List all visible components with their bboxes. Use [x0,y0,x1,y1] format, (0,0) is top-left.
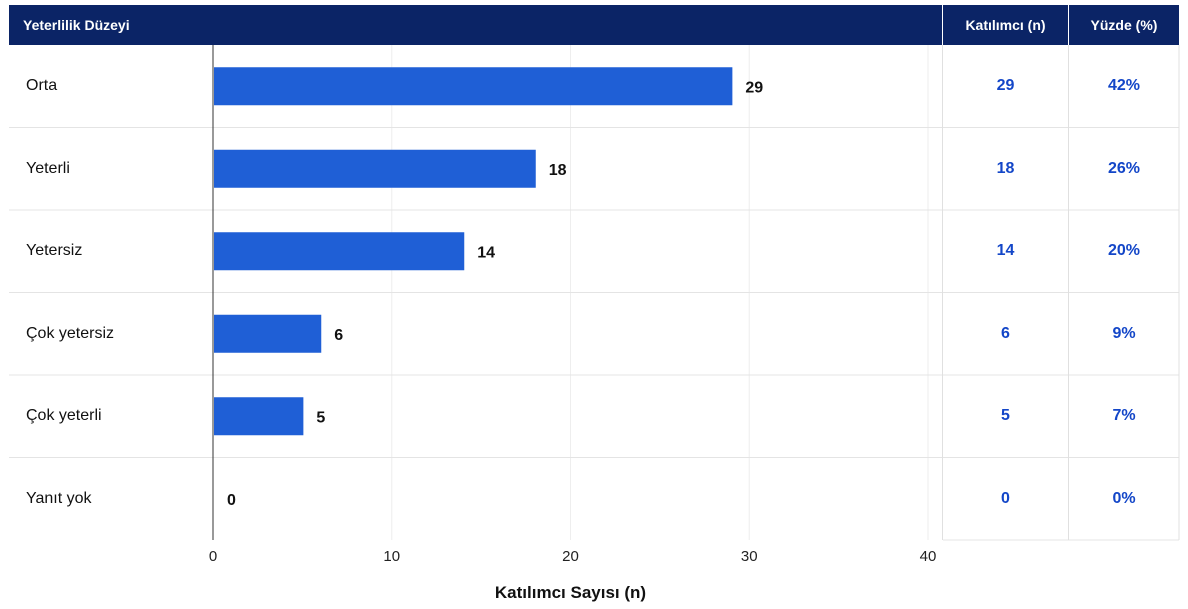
row-count: 6 [1001,324,1010,342]
bar-value-label: 29 [745,79,763,96]
x-tick-label: 0 [209,548,217,565]
bar-value-label: 18 [549,162,567,179]
row-count: 29 [996,77,1015,95]
row-percent: 26% [1107,159,1141,177]
x-tick-label: 10 [383,548,400,565]
bar [214,149,536,188]
bar-value-label: 6 [334,327,343,344]
bar-value-label: 14 [477,244,495,261]
bar [214,67,733,106]
row-label: Yanıt yok [26,489,92,507]
bar [214,314,322,353]
row-percent: 42% [1107,77,1141,95]
bar-value-label: 5 [316,409,325,426]
row-label: Çok yeterli [26,407,102,425]
row-percent: 9% [1112,324,1136,342]
x-tick-label: 40 [920,548,937,565]
header-count: Katılımcı (n) [943,5,1068,45]
x-tick-label: 30 [741,548,758,565]
bar [214,232,465,271]
row-label: Orta [26,77,58,95]
row-percent: 7% [1112,407,1136,425]
row-percent: 0% [1112,489,1136,507]
row-label: Çok yetersiz [26,324,115,342]
row-count: 5 [1001,407,1010,425]
bar-value-label: 0 [227,492,236,509]
row-count: 18 [996,159,1015,177]
row-count: 14 [996,242,1015,260]
x-tick-label: 20 [562,548,579,565]
header-percent: Yüzde (%) [1069,5,1179,45]
row-percent: 20% [1107,242,1141,260]
row-label: Yeterli [26,159,70,177]
header-level: Yeterlilik Düzeyi [9,5,942,45]
row-label: Yetersiz [26,242,83,260]
bar [214,397,304,436]
row-count: 0 [1001,489,1010,507]
x-axis-label: Katılımcı Sayısı (n) [495,583,646,602]
